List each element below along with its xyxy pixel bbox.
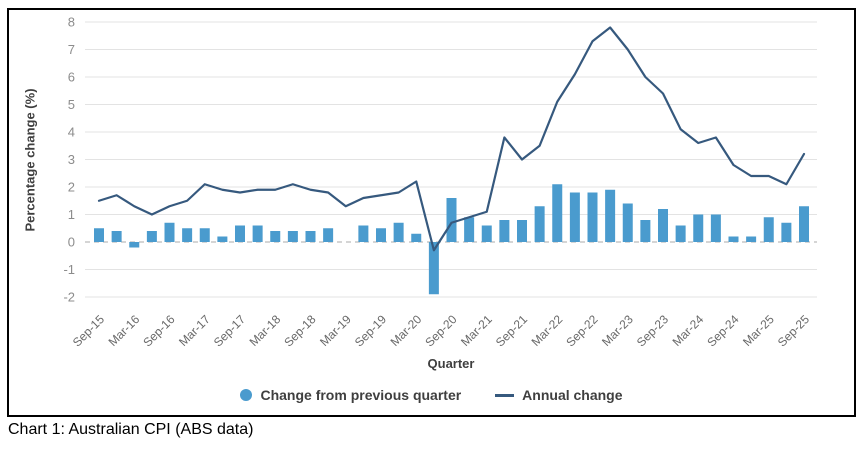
bar [481, 225, 492, 242]
bar [640, 220, 651, 242]
y-tick-label: 4 [68, 125, 75, 140]
bar [411, 233, 422, 242]
y-tick-label: 6 [68, 70, 75, 85]
x-tick-label: Mar-19 [317, 312, 354, 349]
x-tick-label: Mar-25 [740, 312, 777, 349]
x-tick-label: Mar-22 [529, 312, 566, 349]
bar [358, 225, 369, 242]
bar [270, 231, 281, 242]
bar [587, 192, 598, 242]
x-tick-label: Mar-16 [106, 312, 143, 349]
y-tick-label: 0 [68, 235, 75, 250]
x-tick-label: Sep-25 [775, 312, 812, 349]
legend-circle-marker-icon [240, 389, 253, 401]
x-tick-label: Sep-16 [140, 312, 177, 349]
bar [428, 242, 439, 295]
chart-legend: Change from previous quarter Annual chan… [9, 384, 854, 406]
cpi-chart-plot: 876543210-1-2Sep-15Mar-16Sep-16Mar-17Sep… [63, 15, 817, 349]
bar [164, 222, 175, 242]
bar [710, 214, 721, 242]
bar [517, 220, 527, 242]
x-tick-label: Sep-23 [634, 312, 671, 349]
y-tick-label: -1 [63, 262, 75, 277]
bar [675, 225, 686, 242]
x-tick-label: Sep-24 [704, 312, 741, 349]
bar [94, 228, 104, 242]
x-tick-label: Mar-24 [670, 312, 707, 349]
bar [763, 217, 774, 242]
x-tick-label: Sep-22 [563, 312, 600, 349]
bar [146, 231, 157, 242]
y-tick-label: -2 [63, 290, 75, 305]
bar [305, 231, 316, 242]
bar [111, 231, 122, 242]
bar [446, 198, 457, 242]
x-tick-label: Mar-23 [599, 312, 636, 349]
bar [622, 203, 633, 242]
bar [129, 242, 140, 248]
y-tick-label: 1 [68, 207, 75, 222]
annual-change-line [97, 26, 806, 252]
bar [217, 236, 228, 242]
legend-item-quarterly: Change from previous quarter [240, 387, 461, 403]
x-tick-label: Sep-15 [70, 312, 107, 349]
legend-line-marker-icon [495, 393, 515, 397]
chart-frame: Percentage change (%) 8 7 6 5 4 3 2 1 0 -1 -2 Sep-1… [7, 8, 856, 417]
y-tick-label: 5 [68, 97, 75, 112]
bar [534, 206, 545, 242]
y-tick-label: 7 [68, 42, 75, 57]
bar [323, 228, 334, 242]
x-tick-label: Sep-21 [493, 312, 530, 349]
x-tick-label: Mar-21 [458, 312, 495, 349]
x-tick-label: Sep-19 [352, 312, 389, 349]
x-tick-label: Mar-20 [388, 312, 425, 349]
bar [235, 225, 245, 242]
bar [464, 217, 475, 242]
bar [693, 214, 704, 242]
bar [182, 228, 193, 242]
bar [287, 231, 298, 242]
legend-item-annual: Annual change [495, 387, 623, 403]
y-tick-label: 3 [68, 152, 75, 167]
figure-caption: Chart 1: Australian CPI (ABS data) [8, 421, 254, 438]
bar [746, 236, 757, 242]
x-tick-label: Sep-18 [281, 312, 318, 349]
bar [569, 192, 580, 242]
x-tick-label: Mar-17 [176, 312, 213, 349]
bar [393, 222, 404, 242]
legend-label-annual: Annual change [522, 387, 623, 403]
bar [799, 206, 809, 242]
bar [552, 184, 563, 242]
bar [728, 236, 739, 242]
x-tick-label: Sep-20 [422, 312, 459, 349]
x-tick-label: Sep-17 [211, 312, 248, 349]
legend-label-quarterly: Change from previous quarter [260, 387, 462, 403]
bar [252, 225, 263, 242]
x-tick-label: Mar-18 [247, 312, 284, 349]
bar [658, 209, 668, 242]
bar [199, 228, 210, 242]
y-tick-label: 2 [68, 180, 75, 195]
bar [376, 228, 386, 242]
bar [499, 220, 510, 242]
bar [605, 189, 616, 242]
x-axis-title: Quarter [427, 356, 475, 371]
bar [781, 222, 792, 242]
y-tick-label: 8 [68, 15, 75, 30]
